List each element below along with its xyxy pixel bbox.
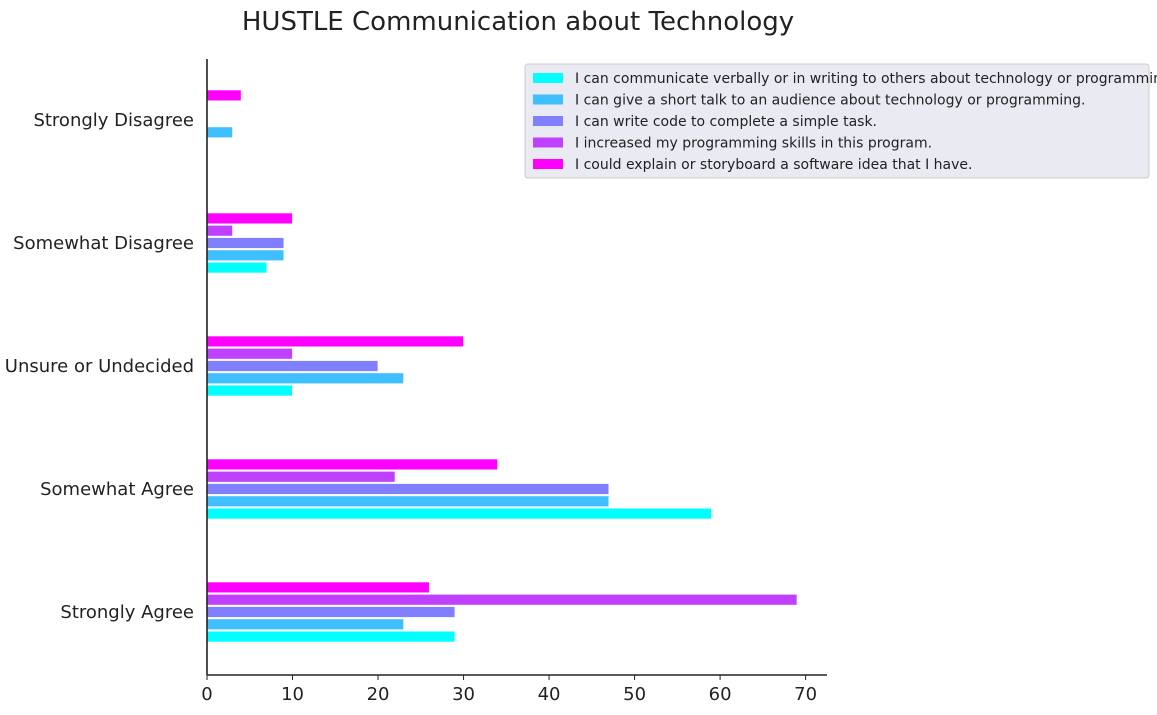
bar-strongly-disagree-series-5 (206, 89, 242, 102)
legend-swatch-1 (533, 73, 563, 83)
category-label-strongly-agree: Strongly Agree (60, 602, 194, 623)
bar-somewhat-agree-series-1 (206, 507, 712, 520)
category-label-unsure-or-undecided: Unsure or Undecided (5, 356, 194, 377)
bar-somewhat-disagree-series-1 (206, 261, 268, 274)
legend-label-2: I can give a short talk to an audience a… (575, 93, 1085, 109)
x-tick-label-30: 30 (452, 684, 475, 705)
bar-unsure-or-undecided-series-4 (206, 347, 293, 360)
legend-swatch-2 (533, 94, 563, 105)
bar-somewhat-disagree-series-5 (206, 212, 293, 225)
category-label-somewhat-agree: Somewhat Agree (40, 479, 194, 500)
legend-label-5: I could explain or storyboard a software… (575, 157, 972, 173)
bar-somewhat-disagree-series-3 (206, 237, 285, 249)
category-label-strongly-disagree: Strongly Disagree (33, 110, 194, 131)
x-tick-label-0: 0 (201, 684, 212, 705)
bar-strongly-disagree-series-2 (206, 126, 234, 139)
bars-group (206, 89, 798, 643)
bar-unsure-or-undecided-series-3 (206, 360, 379, 372)
legend-swatch-3 (533, 116, 563, 126)
bar-strongly-agree-series-3 (206, 606, 456, 618)
bar-unsure-or-undecided-series-2 (206, 372, 405, 385)
bar-somewhat-disagree-series-4 (206, 224, 234, 237)
legend-label-1: I can communicate verbally or in writing… (575, 71, 1157, 87)
legend-label-3: I can write code to complete a simple ta… (575, 114, 877, 130)
bar-strongly-agree-series-4 (206, 593, 798, 606)
legend-label-4: I increased my programming skills in thi… (575, 136, 932, 152)
legend-swatch-5 (533, 159, 563, 169)
x-tick-label-70: 70 (794, 684, 817, 705)
legend-swatch-4 (533, 137, 563, 148)
bar-strongly-agree-series-5 (206, 581, 430, 594)
x-tick-label-50: 50 (623, 684, 646, 705)
bar-somewhat-agree-series-4 (206, 470, 396, 483)
bar-somewhat-agree-series-3 (206, 483, 610, 495)
legend-items: I can communicate verbally or in writing… (533, 71, 1157, 173)
bar-unsure-or-undecided-series-5 (206, 335, 464, 348)
x-tick-label-10: 10 (281, 684, 304, 705)
category-label-somewhat-disagree: Somewhat Disagree (13, 233, 194, 254)
legend-frame (524, 63, 1150, 179)
x-axis-ticks: 0 10 20 30 40 50 60 70 (201, 675, 817, 705)
bar-somewhat-agree-series-5 (206, 458, 499, 471)
legend: I can communicate verbally or in writing… (524, 63, 1157, 179)
x-tick-label-40: 40 (538, 684, 561, 705)
x-tick-label-60: 60 (709, 684, 732, 705)
bar-strongly-agree-series-2 (206, 618, 405, 631)
x-tick-label-20: 20 (367, 684, 390, 705)
bar-unsure-or-undecided-series-1 (206, 384, 293, 397)
category-labels: Strongly Agree Somewhat Agree Unsure or Un… (5, 110, 194, 623)
bar-somewhat-disagree-series-2 (206, 249, 285, 262)
bar-somewhat-agree-series-2 (206, 495, 610, 508)
bar-strongly-agree-series-1 (206, 630, 456, 643)
chart-title: HUSTLE Communication about Technology (242, 7, 794, 37)
